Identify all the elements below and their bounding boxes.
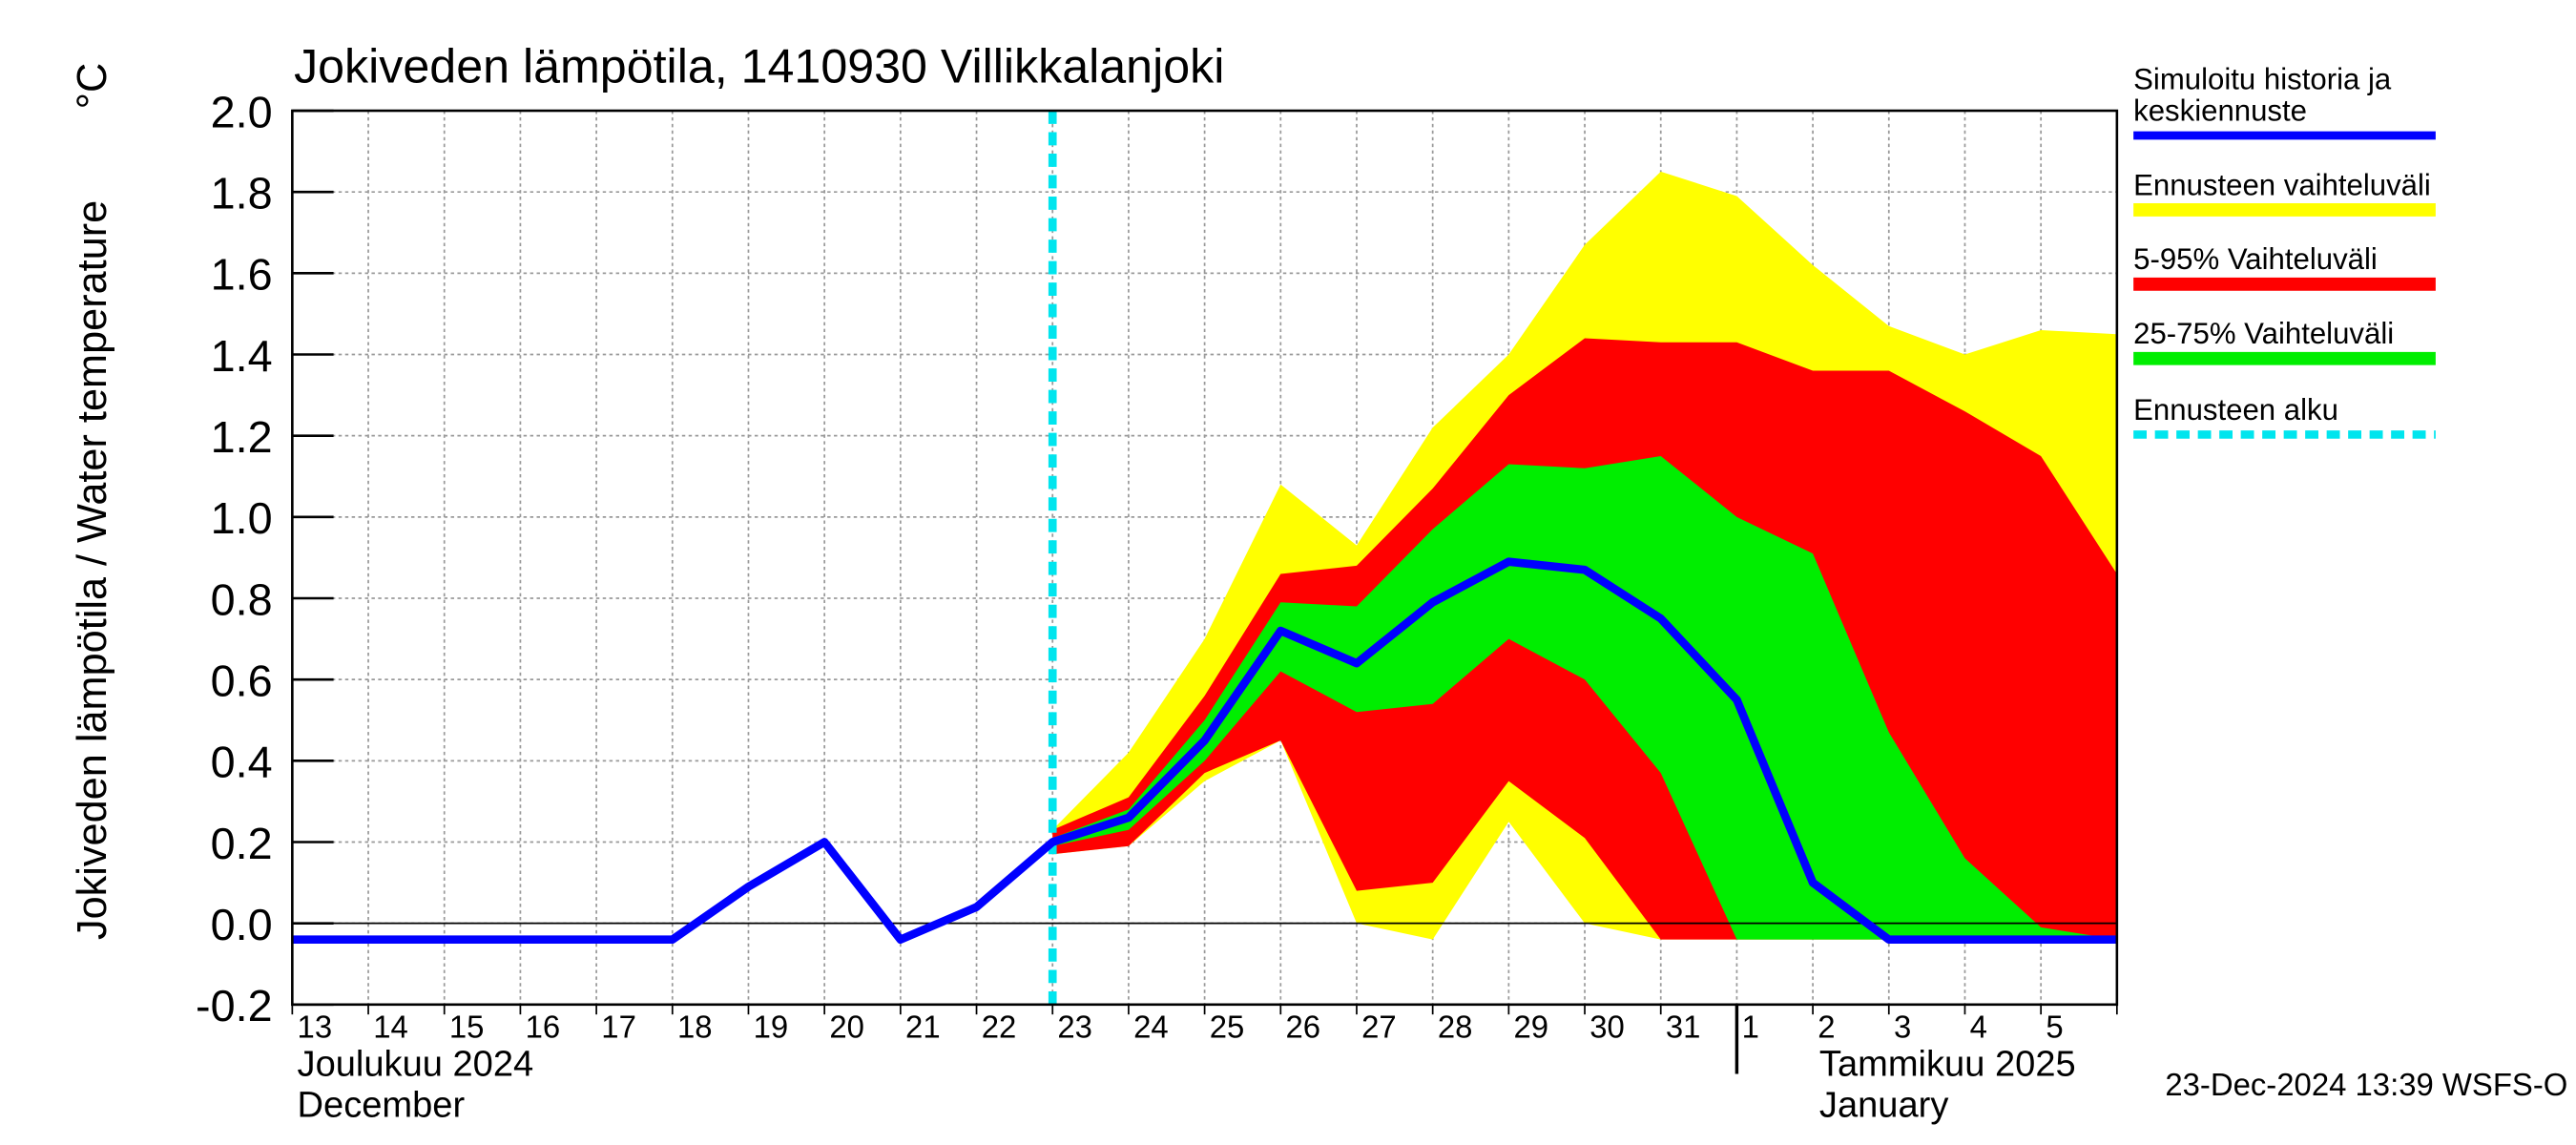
x-tick-label: 26 (1285, 1009, 1320, 1044)
x-tick-label: 14 (373, 1009, 408, 1044)
y-tick-label: 1.0 (211, 493, 273, 543)
y-tick-label: 1.2 (211, 412, 273, 462)
band-25-75 (1052, 455, 2117, 940)
x-tick-label: 28 (1438, 1009, 1473, 1044)
month-label: Joulukuu 2024 (298, 1044, 534, 1084)
x-tick-label: 16 (526, 1009, 561, 1044)
legend-label: 5-95% Vaihteluväli (2133, 242, 2378, 276)
y-tick-label: -0.2 (196, 981, 273, 1030)
month-label-en: December (298, 1086, 466, 1126)
x-tick-label: 13 (298, 1009, 333, 1044)
x-tick-label: 17 (601, 1009, 636, 1044)
median-line (292, 557, 2117, 945)
y-axis-label: Jokiveden lämpötila / Water temperature (70, 200, 115, 940)
y-tick-label: 0.2 (211, 819, 273, 868)
x-tick-label: 23 (1057, 1009, 1092, 1044)
x-tick-label: 31 (1666, 1009, 1701, 1044)
x-tick-label: 21 (905, 1009, 941, 1044)
x-tick-label: 22 (982, 1009, 1017, 1044)
x-tick-label: 18 (677, 1009, 713, 1044)
x-tick-label: 2 (1818, 1009, 1835, 1044)
y-tick-label: 0.8 (211, 574, 273, 624)
x-tick-label: 15 (449, 1009, 485, 1044)
legend-label: Simuloitu historia ja keskiennuste (2133, 62, 2392, 127)
x-tick-label: 3 (1894, 1009, 1911, 1044)
y-tick-label: 0.4 (211, 738, 273, 787)
x-tick-label: 29 (1514, 1009, 1549, 1044)
month-label-en: January (1819, 1086, 1948, 1126)
y-tick-label: 0.0 (211, 900, 273, 949)
x-tick-label: 1 (1742, 1009, 1759, 1044)
y-tick-label: 1.8 (211, 168, 273, 218)
legend-label: 25-75% Vaihteluväli (2133, 317, 2394, 350)
x-tick-label: 30 (1589, 1009, 1625, 1044)
x-tick-label: 25 (1210, 1009, 1245, 1044)
y-tick-label: 1.6 (211, 250, 273, 300)
x-tick-label: 20 (829, 1009, 864, 1044)
x-tick-label: 5 (2046, 1009, 2063, 1044)
y-tick-label: 2.0 (211, 87, 273, 136)
y-tick-label: 1.4 (211, 331, 273, 381)
y-tick-label: 0.6 (211, 656, 273, 705)
x-tick-label: 24 (1133, 1009, 1169, 1044)
x-tick-label: 27 (1361, 1009, 1397, 1044)
y-axis-unit: °C (70, 63, 115, 110)
month-label: Tammikuu 2025 (1819, 1044, 2076, 1084)
x-tick-label: 4 (1970, 1009, 1987, 1044)
chart-title: Jokiveden lämpötila, 1410930 Villikkalan… (294, 40, 1224, 94)
x-tick-label: 19 (754, 1009, 789, 1044)
footer: 23-Dec-2024 13:39 WSFS-O (2165, 1067, 2567, 1102)
legend-label: Ennusteen alku (2133, 393, 2338, 427)
legend-label: Ennusteen vaihteluväli (2133, 168, 2431, 201)
